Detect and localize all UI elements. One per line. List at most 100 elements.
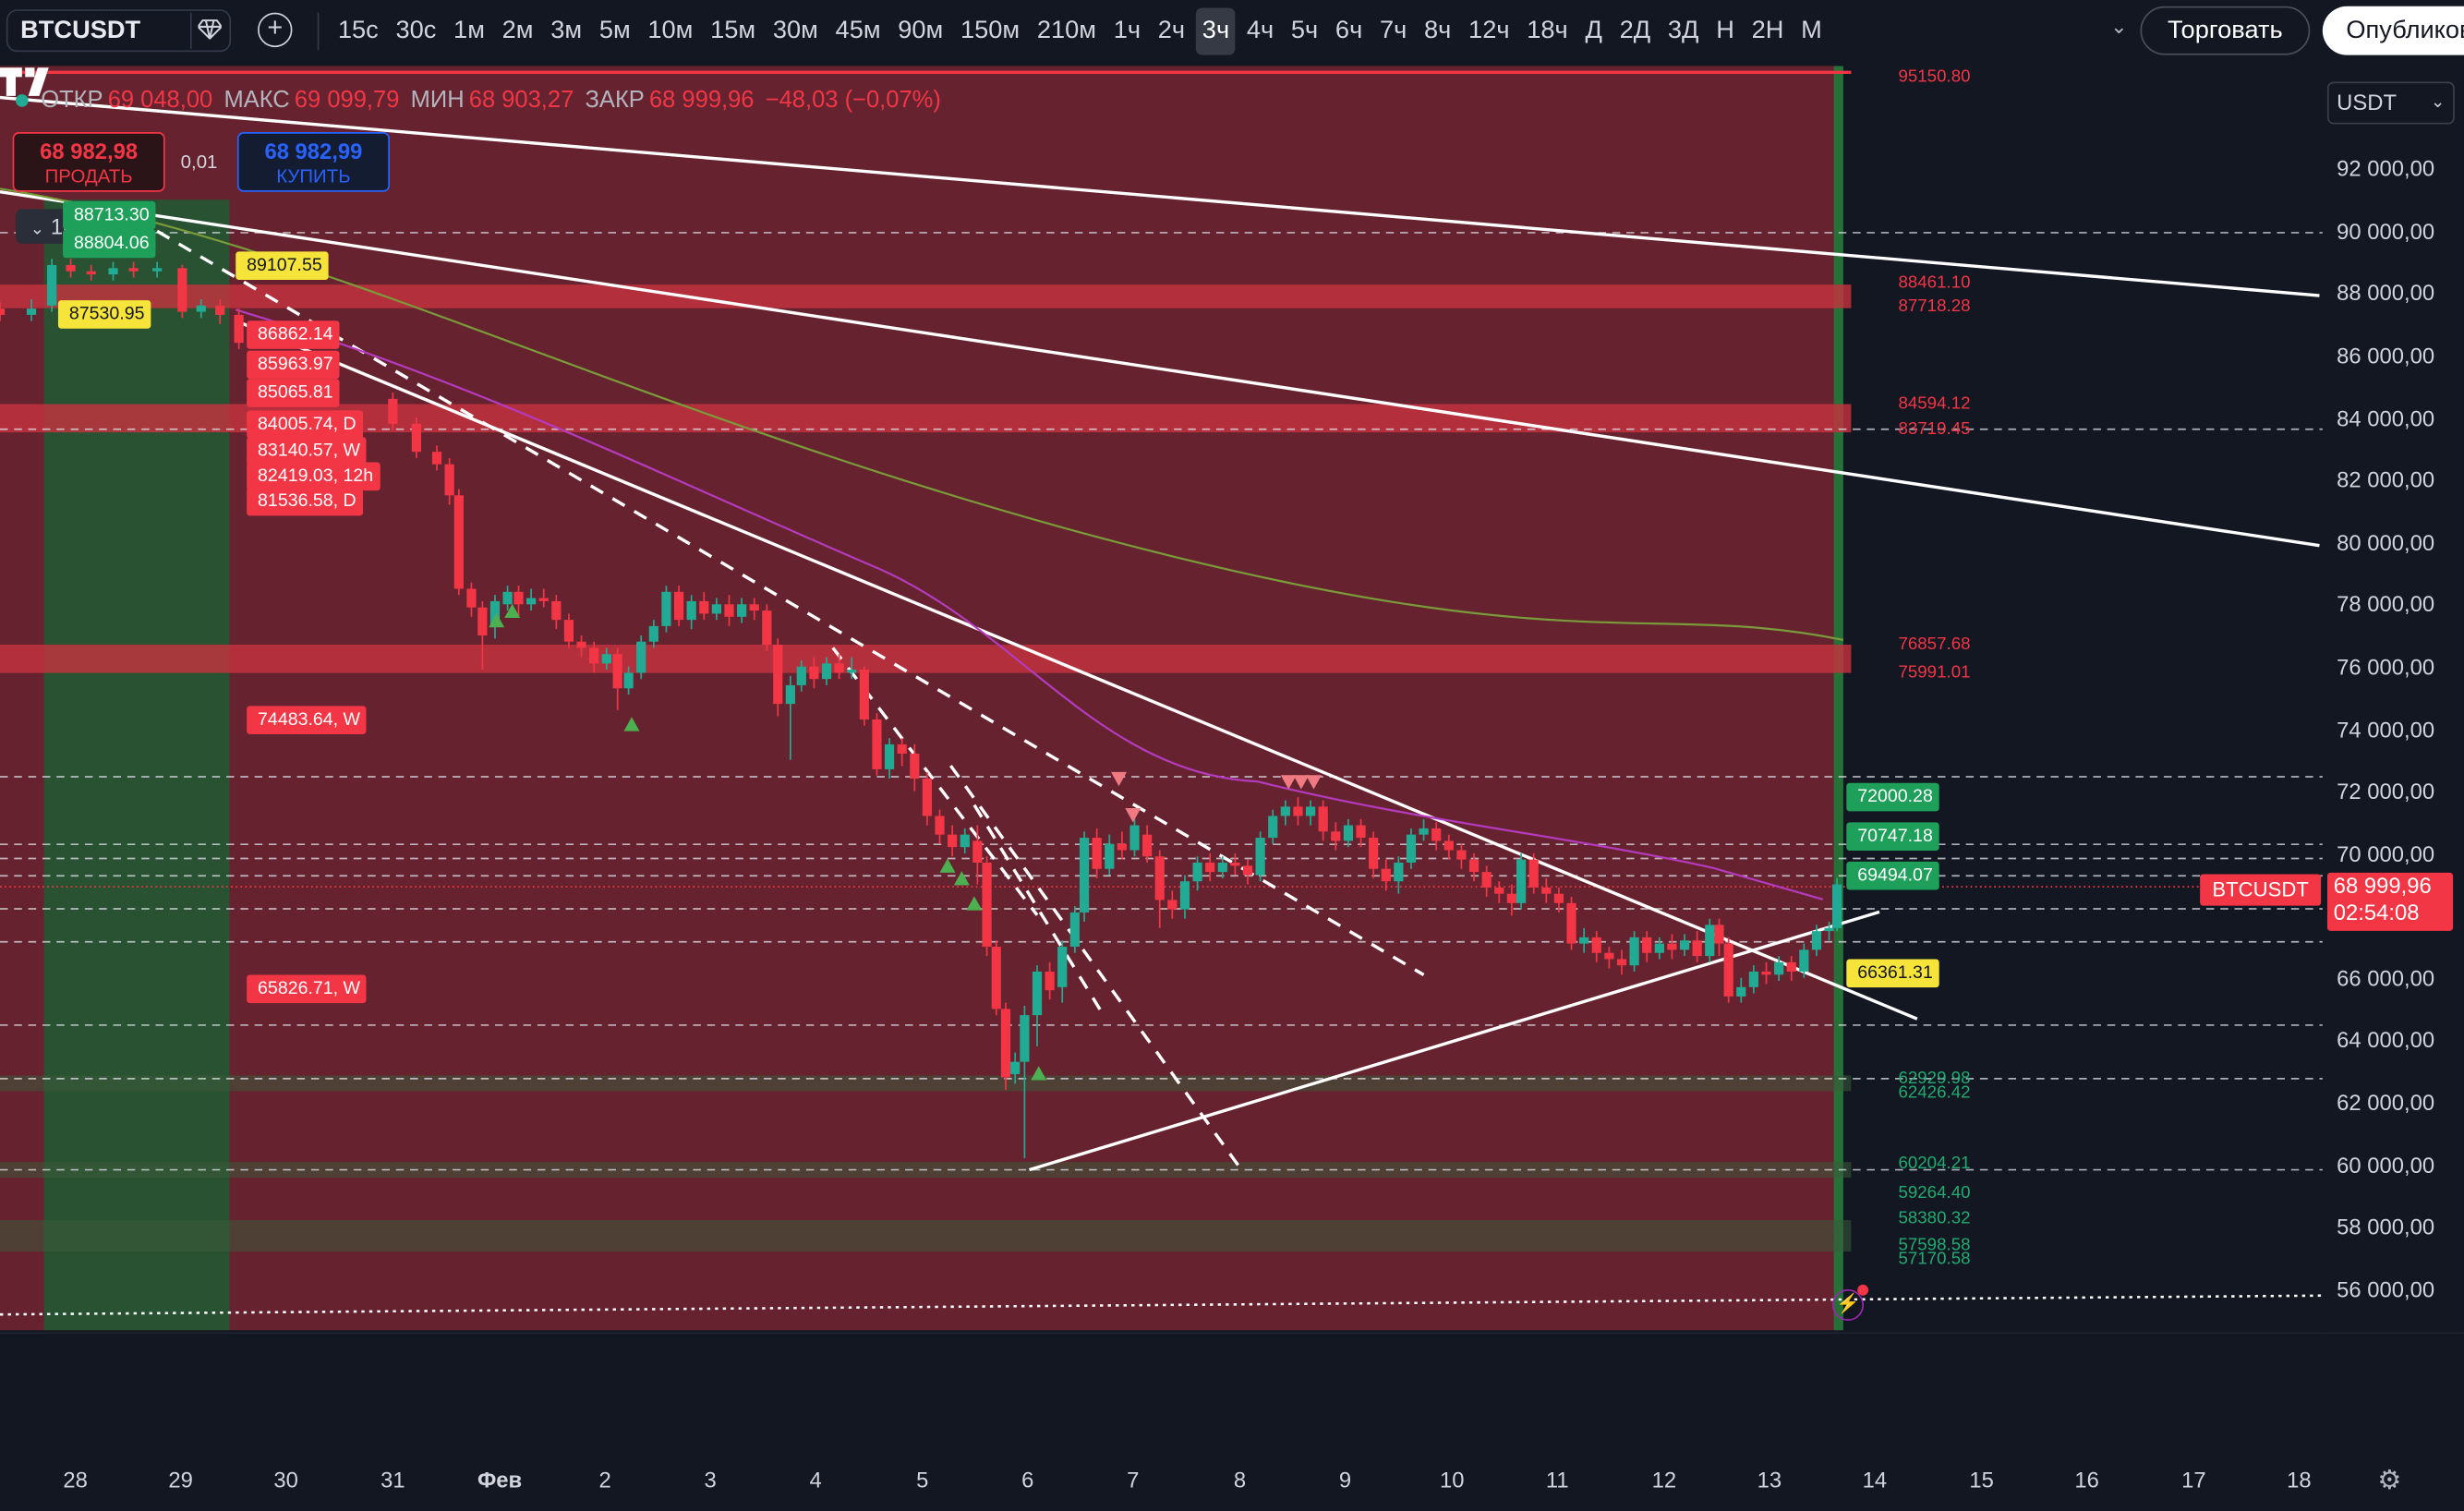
interval-24[interactable]: 2Д xyxy=(1619,17,1651,44)
price-axis-label: 84 000,00 xyxy=(2337,405,2435,430)
top-toolbar: BTCUSDT + 15с 30с 1м 2м 3м 5м 10м 15м 30м 45м 90м 1… xyxy=(0,0,2464,62)
interval-13[interactable]: 1ч xyxy=(1113,17,1141,44)
candle-body xyxy=(960,834,970,848)
candle-body xyxy=(526,598,537,605)
gem-icon[interactable] xyxy=(189,12,230,49)
buy-price: 68 982,99 xyxy=(264,138,363,164)
level-tag: 88804.06 xyxy=(63,229,156,259)
symbol-search[interactable]: BTCUSDT xyxy=(6,9,232,53)
low-value: 68 903,27 xyxy=(468,86,574,114)
interval-9[interactable]: 45м xyxy=(835,17,881,44)
interval-19[interactable]: 7ч xyxy=(1379,17,1407,44)
interval-23[interactable]: Д xyxy=(1585,17,1602,44)
buy-signal-icon xyxy=(939,858,956,873)
currency-select[interactable]: USDT ⌄ xyxy=(2326,81,2455,125)
candle-body xyxy=(612,654,622,689)
interval-25[interactable]: 3Д xyxy=(1667,17,1699,44)
time-tick: 13 xyxy=(1757,1467,1782,1493)
interval-6[interactable]: 10м xyxy=(647,17,694,44)
interval-11[interactable]: 150м xyxy=(960,17,1021,44)
candle-body xyxy=(601,654,611,664)
candle-body xyxy=(1000,1009,1011,1078)
interval-16[interactable]: 4ч xyxy=(1246,17,1274,44)
interval-5[interactable]: 5м xyxy=(598,17,631,44)
bolt-icon[interactable]: ⚡ xyxy=(1831,1284,1869,1322)
tradingview-logo-icon[interactable] xyxy=(0,66,60,98)
candle-body xyxy=(1604,952,1614,960)
interval-12[interactable]: 210м xyxy=(1036,17,1097,44)
candle-body xyxy=(648,625,658,642)
candle-body xyxy=(589,647,599,664)
interval-18[interactable]: 6ч xyxy=(1335,17,1363,44)
interval-2[interactable]: 1м xyxy=(453,17,485,44)
candle-body xyxy=(411,423,422,453)
level-tag: 65826.71, W xyxy=(247,974,367,1004)
add-symbol-icon[interactable]: + xyxy=(258,12,293,48)
interval-28[interactable]: М xyxy=(1801,17,1822,44)
interval-7[interactable]: 15м xyxy=(710,17,756,44)
candle-body xyxy=(1811,931,1822,950)
candle-body xyxy=(762,610,772,646)
level-tag: 89107.55 xyxy=(236,251,329,281)
support-zone xyxy=(0,1236,1852,1252)
interval-14[interactable]: 2ч xyxy=(1157,17,1186,44)
level-tag: 84005.74, D xyxy=(247,410,363,439)
interval-8[interactable]: 30м xyxy=(772,17,818,44)
candle-body xyxy=(1117,843,1127,851)
level-tag: 87530.95 xyxy=(57,300,151,329)
candle-body xyxy=(513,591,524,605)
sell-button[interactable]: 68 982,98 ПРОДАТЬ xyxy=(12,132,165,192)
candle-body xyxy=(1179,881,1190,910)
sell-label: ПРОДАТЬ xyxy=(44,164,133,187)
interval-0[interactable]: 15с xyxy=(337,17,379,44)
interval-3[interactable]: 2м xyxy=(501,17,534,44)
publish-button[interactable]: Опубликовать xyxy=(2322,6,2464,55)
candle-body xyxy=(673,591,684,621)
interval-15[interactable]: 3ч xyxy=(1195,7,1236,55)
zone-level-label: 62426.42 xyxy=(1898,1082,1971,1103)
buy-signal-icon xyxy=(623,717,640,731)
interval-21[interactable]: 12ч xyxy=(1468,17,1510,44)
candle-body xyxy=(1553,893,1564,903)
time-tick: 16 xyxy=(2074,1467,2099,1493)
interval-17[interactable]: 5ч xyxy=(1290,17,1319,44)
buy-signal-icon xyxy=(953,871,970,886)
buy-button[interactable]: 68 982,99 КУПИТЬ xyxy=(236,132,390,192)
gear-icon[interactable]: ⚙ xyxy=(2377,1465,2402,1495)
bar-countdown: 02:54:08 xyxy=(2333,899,2420,925)
candle-body xyxy=(1356,825,1366,839)
interval-20[interactable]: 8ч xyxy=(1424,17,1452,44)
candle-body xyxy=(1824,927,1834,932)
interval-26[interactable]: Н xyxy=(1716,17,1734,44)
resistance-zone xyxy=(0,284,1852,308)
interval-1[interactable]: 30с xyxy=(395,17,437,44)
interval-27[interactable]: 2Н xyxy=(1751,17,1784,44)
trade-button[interactable]: Торговать xyxy=(2140,6,2311,55)
interval-10[interactable]: 90м xyxy=(898,17,944,44)
interval-4[interactable]: 3м xyxy=(550,17,583,44)
symbol-price-tag: BTCUSDT xyxy=(2200,874,2322,906)
candle-body xyxy=(972,840,983,863)
time-axis[interactable]: 28 29 30 31 Фев 2 3 4 5 6 7 8 9 10 11 12 13 14 15 16 17 18 xyxy=(0,1459,2464,1506)
candle-body xyxy=(128,268,139,272)
price-axis-label: 58 000,00 xyxy=(2337,1214,2435,1239)
time-tick: Фев xyxy=(477,1467,523,1493)
interval-22[interactable]: 18ч xyxy=(1527,17,1568,44)
candle-body xyxy=(489,600,501,626)
candle-body xyxy=(431,452,442,465)
candle-body xyxy=(1692,940,1702,957)
chevron-down-icon[interactable]: ⌄ xyxy=(2110,14,2128,38)
level-tag: 81536.58, D xyxy=(247,487,363,516)
candle-body xyxy=(1045,971,1055,991)
price-axis-label: 60 000,00 xyxy=(2337,1152,2435,1178)
ohlc-legend: ОТКР 69 048,00 МАКС 69 099,79 МИН 68 903,27… xyxy=(16,86,946,114)
candle-body xyxy=(982,862,992,947)
symbol-name[interactable]: BTCUSDT xyxy=(20,17,141,44)
candle-body xyxy=(1566,902,1576,944)
candle-body xyxy=(910,754,920,780)
price-chart[interactable]: ОТКР 69 048,00 МАКС 69 099,79 МИН 68 903,27… xyxy=(0,66,2464,1334)
status-dot-icon xyxy=(16,94,29,107)
time-tick: 7 xyxy=(1127,1467,1140,1493)
chart-canvas[interactable] xyxy=(0,66,2464,1334)
price-axis-label: 64 000,00 xyxy=(2337,1027,2435,1053)
